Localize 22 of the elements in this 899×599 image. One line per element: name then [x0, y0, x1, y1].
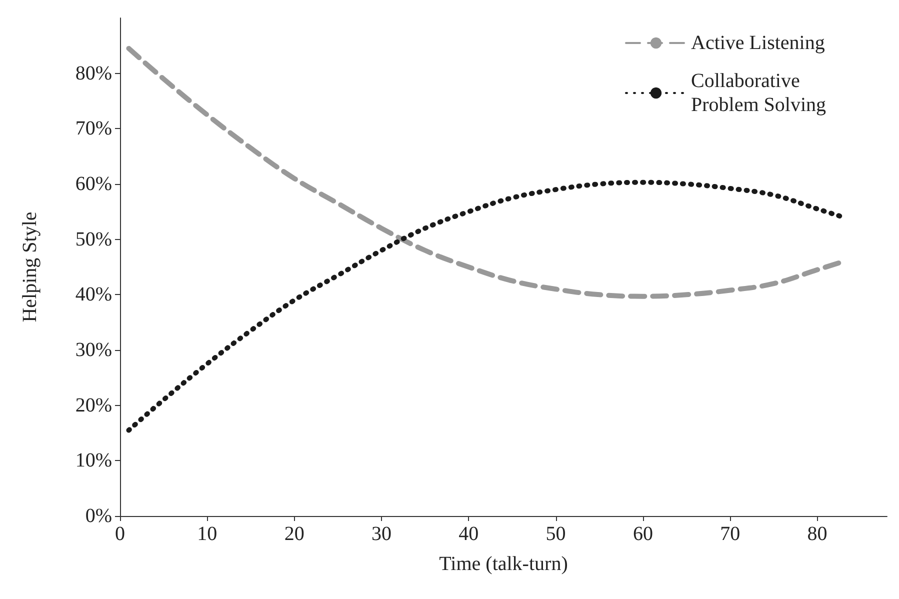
- y-tick-label: 80%: [75, 62, 112, 84]
- x-tick-label: 50: [546, 523, 566, 545]
- y-tick-label: 70%: [75, 118, 112, 140]
- x-tick-label: 10: [197, 523, 218, 545]
- y-tick-label: 0%: [85, 505, 112, 527]
- x-tick-label: 60: [632, 523, 653, 545]
- legend-label: Active Listening: [691, 32, 825, 54]
- x-axis-title: Time (talk-turn): [439, 553, 568, 575]
- x-tick-label: 80: [807, 523, 828, 545]
- y-tick-label: 50%: [75, 228, 112, 250]
- x-tick-label: 20: [284, 523, 304, 545]
- y-tick-label: 10%: [75, 450, 112, 472]
- y-tick-label: 60%: [75, 173, 112, 195]
- x-tick-label: 40: [458, 523, 479, 545]
- y-tick-label: 40%: [75, 284, 112, 306]
- y-axis-title: Helping Style: [19, 212, 41, 322]
- y-tick-label: 20%: [75, 394, 112, 416]
- x-tick-label: 30: [371, 523, 392, 545]
- legend-label: Collaborative Problem Solving: [691, 70, 826, 116]
- x-tick-label: 0: [115, 523, 125, 545]
- x-tick-label: 70: [720, 523, 740, 545]
- y-tick-label: 30%: [75, 339, 112, 361]
